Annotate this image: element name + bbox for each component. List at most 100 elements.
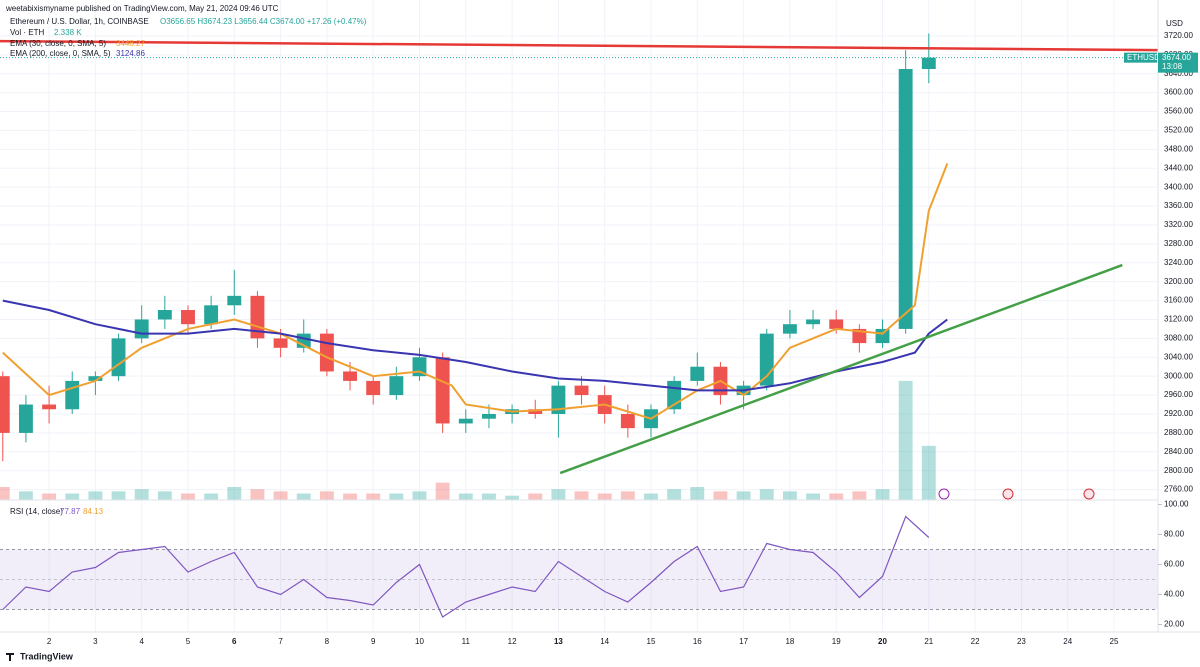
candle-body: [759, 333, 774, 386]
event-icons: [938, 488, 1095, 500]
candle-body: [389, 376, 404, 396]
volume-bar: [644, 493, 658, 500]
x-tick-label: 15: [647, 637, 656, 646]
candle-body: [111, 338, 126, 377]
rsi-tick-label: 60.00: [1164, 560, 1185, 569]
volume-label: Vol · ETH: [10, 28, 44, 37]
volume-bar: [204, 493, 219, 500]
volume-bar: [806, 493, 820, 500]
x-tick-label: 6: [232, 637, 237, 646]
y-tick-label: 2880.00: [1164, 428, 1193, 437]
volume-bar: [875, 489, 890, 500]
volume-bar: [65, 493, 80, 500]
candle-body: [921, 57, 936, 69]
rsi-tick-label: 20.00: [1164, 620, 1185, 629]
y-tick-label: 3320.00: [1164, 220, 1193, 229]
ohlc: O3656.65 H3674.23 L3656.44 C3674.00 +17.…: [160, 17, 367, 26]
candle-body: [528, 409, 543, 414]
volume-bar: [88, 491, 103, 500]
marks-layer: [0, 33, 1159, 618]
y-tick-label: 3120.00: [1164, 315, 1193, 324]
volume-bar: [574, 491, 589, 500]
candle-body: [273, 338, 288, 348]
volume-bar: [690, 487, 705, 500]
y-tick-label: 2960.00: [1164, 390, 1193, 399]
volume-bar: [921, 445, 936, 500]
brand-logo: [6, 653, 14, 661]
symbol-tag: [1124, 52, 1157, 63]
y-tick-label: 3440.00: [1164, 163, 1193, 172]
x-tick-label: 5: [186, 637, 191, 646]
volume-bar: [42, 493, 57, 500]
candle-body: [481, 413, 496, 419]
candle-body: [227, 295, 242, 306]
volume-bar: [181, 493, 195, 500]
volume-bar: [18, 491, 33, 500]
candle-body: [319, 333, 334, 372]
y-tick-label: 2840.00: [1164, 447, 1193, 456]
volume-bar: [435, 482, 450, 500]
rsi-line: [2, 515, 930, 618]
candle-body: [551, 385, 566, 414]
volume-bar: [505, 495, 520, 500]
volume-bar: [389, 493, 404, 500]
candle-body: [574, 385, 589, 396]
y-tick-label: 3360.00: [1164, 201, 1193, 210]
x-tick-label: 13: [554, 637, 563, 646]
y-tick-label: 3280.00: [1164, 239, 1193, 248]
candle-body: [620, 413, 635, 429]
candle-body: [42, 404, 57, 410]
volume-bar: [620, 491, 635, 500]
y-tick-label: 3000.00: [1164, 371, 1193, 380]
rsi-tick-label: 80.00: [1164, 530, 1185, 539]
volume-value: 2.338 K: [54, 28, 82, 37]
candle-body: [343, 371, 357, 381]
x-tick-label: 11: [462, 637, 471, 646]
candle-body: [18, 404, 33, 433]
volume-bar: [134, 489, 149, 500]
symbol-title: Ethereum / U.S. Dollar, 1h, COINBASE: [10, 17, 149, 26]
candle-body: [366, 380, 381, 396]
x-tick-label: 14: [600, 637, 609, 646]
event-icon[interactable]: [1083, 488, 1095, 500]
x-tick-label: 7: [278, 637, 283, 646]
currency: USD: [1166, 19, 1183, 28]
volume-bar: [250, 489, 265, 500]
x-tick-label: 12: [508, 637, 517, 646]
x-tick-label: 20: [878, 637, 887, 646]
x-tick-label: 25: [1110, 637, 1119, 646]
x-tick-label: 10: [415, 637, 424, 646]
volume-bar: [528, 493, 543, 500]
ema-fast-label: EMA (30, close, 0, SMA, 5): [10, 39, 106, 48]
ema-fast-line: [2, 163, 949, 420]
x-tick-label: 24: [1063, 637, 1072, 646]
price-tag: [1158, 52, 1198, 73]
x-tick-label: 8: [325, 637, 330, 646]
y-tick-label: 3640.00: [1164, 69, 1193, 78]
y-tick-label: 2920.00: [1164, 409, 1193, 418]
candle-body: [458, 418, 473, 424]
candle-body: [157, 310, 172, 320]
y-tick-label: 3200.00: [1164, 277, 1193, 286]
volume-bar: [852, 491, 867, 500]
volume-bar: [782, 491, 797, 500]
y-tick-label: 2800.00: [1164, 466, 1193, 475]
symbol-tag-label: ETHUSD: [1127, 53, 1160, 62]
volume-bar: [597, 493, 612, 500]
y-tick-label: 3040.00: [1164, 352, 1193, 361]
volume-bar: [273, 491, 288, 500]
y-tick-label: 3720.00: [1164, 31, 1193, 40]
volume-bar: [481, 493, 496, 500]
y-tick-label: 3240.00: [1164, 258, 1193, 267]
rsi-ma-value: 84.13: [83, 507, 104, 516]
volume-bar: [157, 491, 172, 500]
event-icon[interactable]: [1002, 488, 1014, 500]
candle-body: [435, 357, 450, 424]
event-icon[interactable]: [938, 488, 950, 500]
ema-fast-value: 3448.27: [116, 39, 145, 48]
x-tick-label: 21: [924, 637, 933, 646]
publisher: weetabixismyname published on TradingVie…: [5, 4, 279, 13]
trend-line: [559, 263, 1123, 475]
